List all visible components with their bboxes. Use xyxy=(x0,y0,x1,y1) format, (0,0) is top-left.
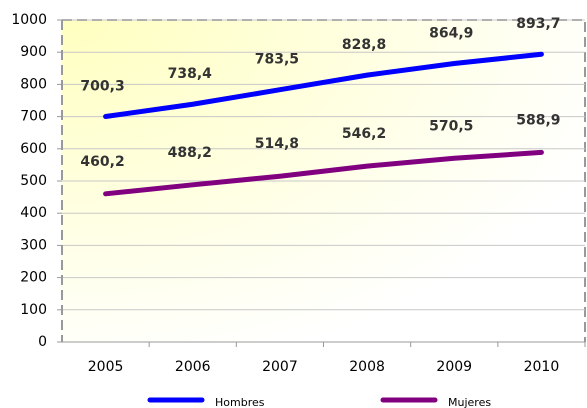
y-tick-label: 700 xyxy=(20,109,47,125)
x-tick-label: 2010 xyxy=(524,359,560,375)
y-tick-label: 0 xyxy=(38,334,47,350)
data-label: 588,9 xyxy=(516,112,560,128)
x-tick-label: 2008 xyxy=(349,359,385,375)
x-tick-label: 2006 xyxy=(175,359,211,375)
y-tick-label: 900 xyxy=(20,44,47,60)
data-label: 738,4 xyxy=(168,66,213,82)
data-label: 514,8 xyxy=(255,136,299,152)
data-label: 893,7 xyxy=(516,16,560,32)
data-label: 488,2 xyxy=(168,145,212,161)
y-tick-label: 1000 xyxy=(11,12,47,28)
series-line xyxy=(103,149,544,197)
y-tick-label: 800 xyxy=(20,76,47,92)
x-tick-label: 2009 xyxy=(436,359,472,375)
data-label: 460,2 xyxy=(80,154,124,170)
x-tick-label: 2005 xyxy=(88,359,124,375)
data-label: 783,5 xyxy=(255,52,299,68)
y-tick-label: 300 xyxy=(20,237,47,253)
y-tick-label: 400 xyxy=(20,205,47,221)
x-tick-label: 2007 xyxy=(262,359,298,375)
data-label: 864,9 xyxy=(429,26,473,42)
legend-label: Mujeres xyxy=(448,396,491,408)
data-label: 546,2 xyxy=(342,126,386,142)
y-tick-label: 200 xyxy=(20,270,47,286)
y-tick-label: 500 xyxy=(20,173,47,189)
legend-label: Hombres xyxy=(215,396,265,408)
series-line xyxy=(103,51,544,120)
y-tick-label: 100 xyxy=(20,302,47,318)
data-label: 700,3 xyxy=(80,79,124,95)
data-label: 570,5 xyxy=(429,118,473,134)
data-label: 828,8 xyxy=(342,37,386,53)
y-tick-label: 600 xyxy=(20,141,47,157)
